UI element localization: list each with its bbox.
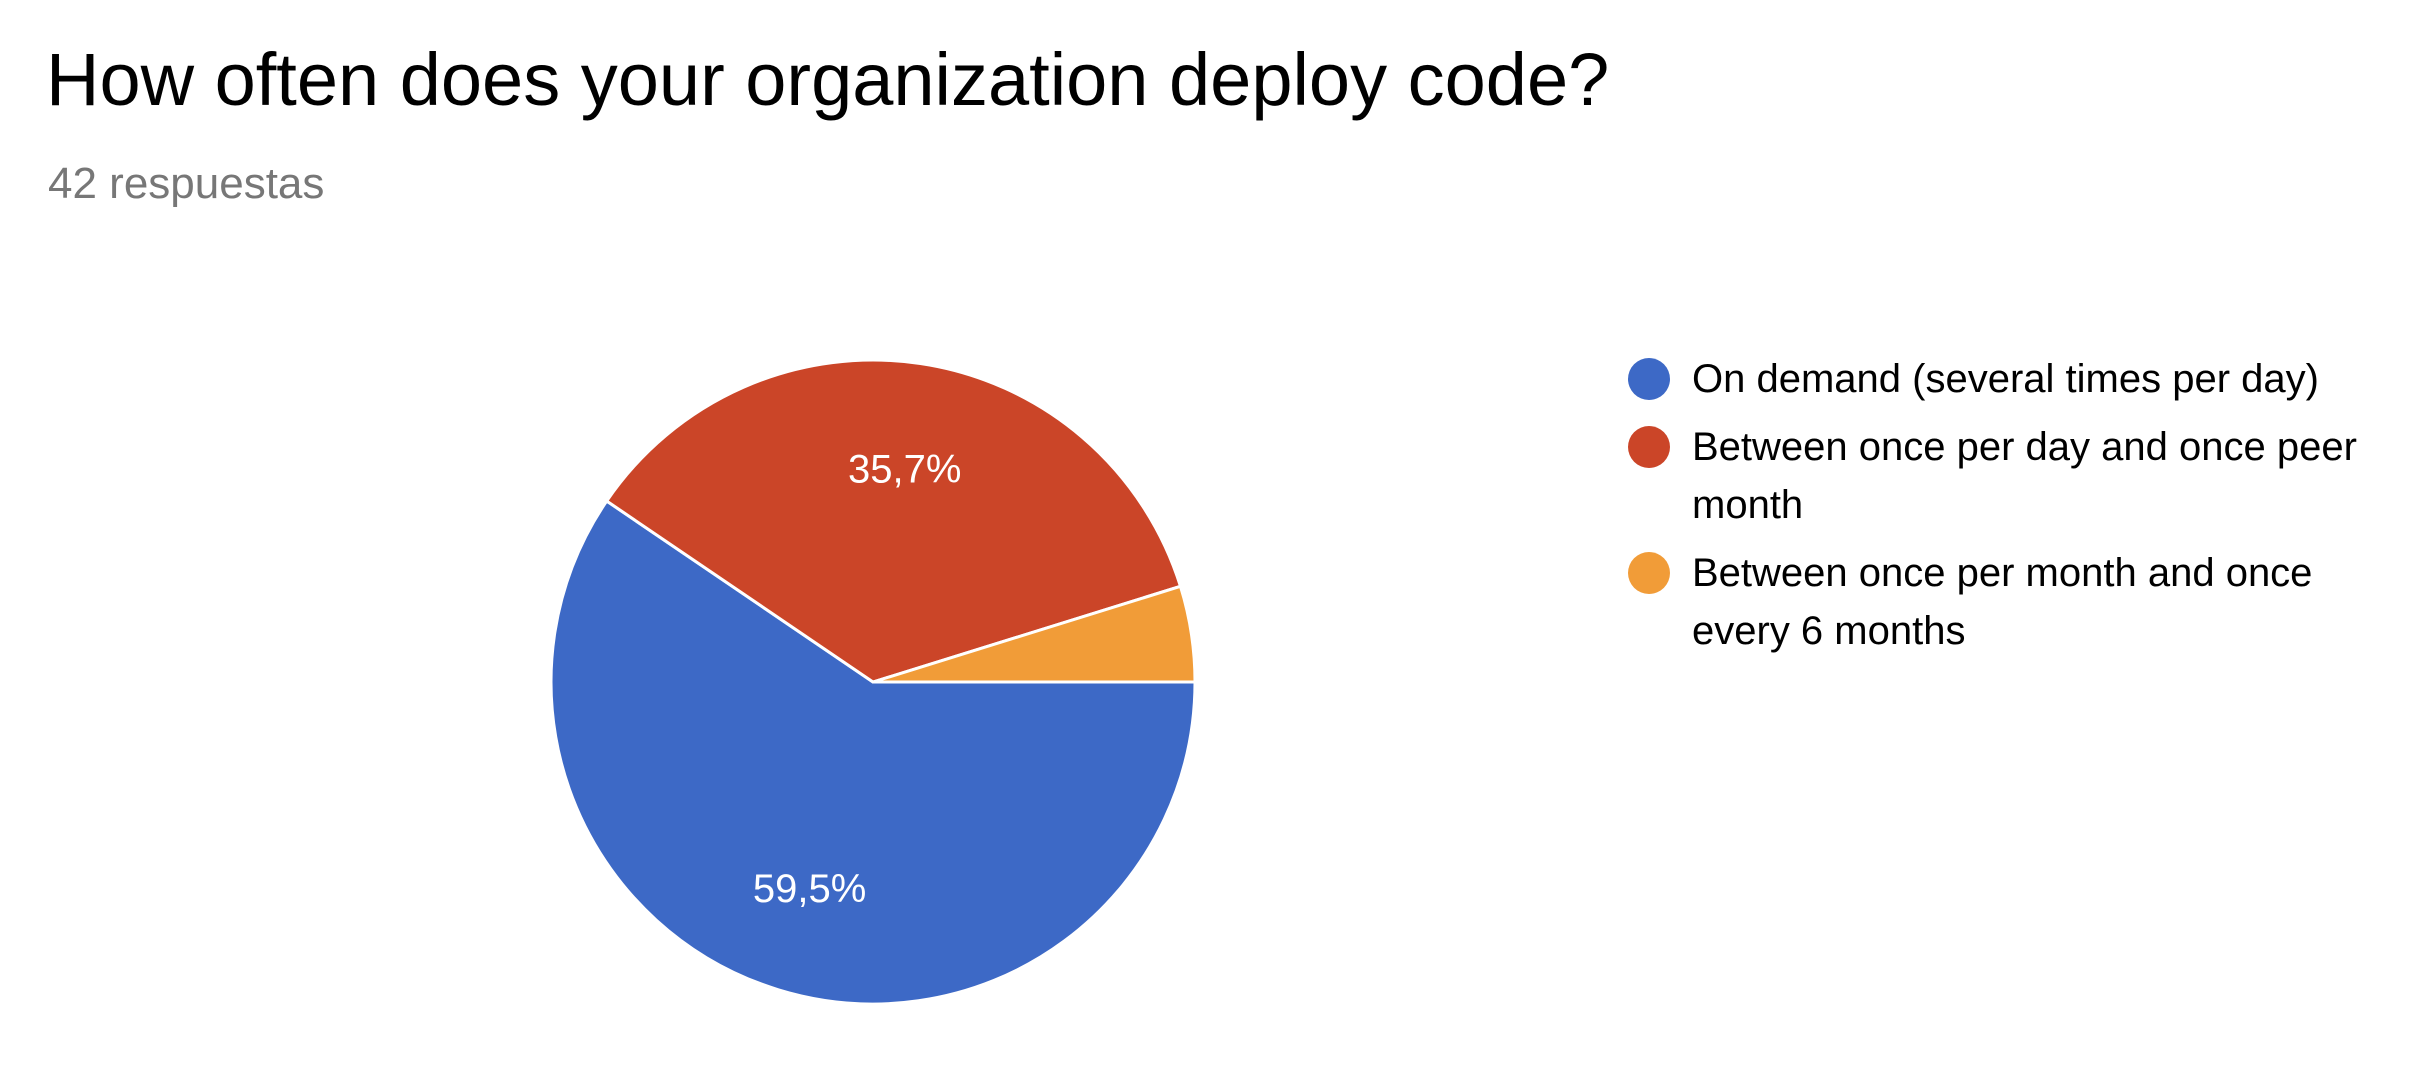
legend-item-daily-to-monthly[interactable]: Between once per day and once peer month bbox=[1628, 418, 2418, 534]
pie-data-label-on-demand: 59,5% bbox=[753, 867, 866, 911]
legend-marker-red bbox=[1628, 426, 1670, 468]
pie-slice-daily-to-monthly[interactable] bbox=[605, 358, 1182, 684]
legend-item-monthly-to-6-months[interactable]: Between once per month and once every 6 … bbox=[1628, 544, 2418, 660]
pie-slice-monthly-to-6-months[interactable] bbox=[871, 584, 1197, 684]
pie-data-label-daily-to-monthly: 35,7% bbox=[848, 448, 961, 492]
legend-label: Between once per day and once peer month bbox=[1692, 425, 2357, 527]
legend-label: Between once per month and once every 6 … bbox=[1692, 551, 2313, 653]
pie-chart: 59,5% 35,7% bbox=[549, 358, 1197, 1006]
pie-slice-on-demand[interactable] bbox=[549, 499, 1197, 1006]
legend-item-on-demand[interactable]: On demand (several times per day) bbox=[1628, 350, 2418, 408]
response-count: 42 respuestas bbox=[48, 159, 325, 208]
question-title: How often does your organization deploy … bbox=[46, 38, 1610, 121]
legend-marker-blue bbox=[1628, 358, 1670, 400]
legend: On demand (several times per day) Betwee… bbox=[1628, 350, 2418, 670]
legend-label: On demand (several times per day) bbox=[1692, 357, 2319, 401]
legend-marker-orange bbox=[1628, 552, 1670, 594]
